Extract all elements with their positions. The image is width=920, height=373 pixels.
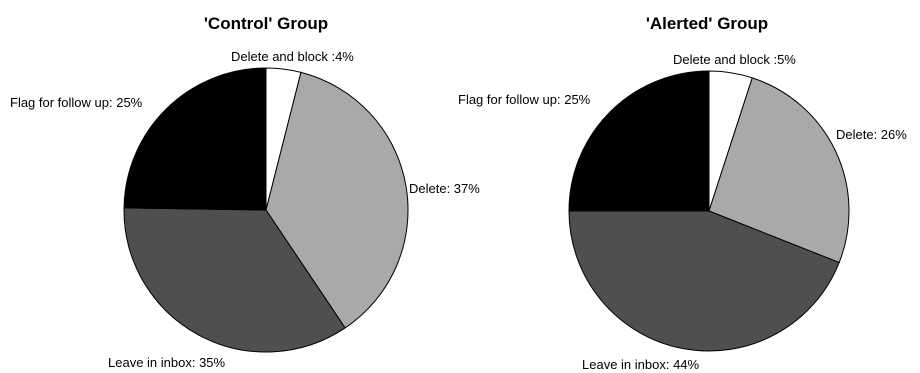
pie-slices [568, 70, 850, 352]
pie-slice-flag-for-follow-up [123, 67, 267, 211]
pie-slices [123, 67, 409, 353]
slice-label-delete: Delete: 37% [409, 181, 480, 196]
pie-slice-leave-in-inbox [568, 210, 840, 352]
slice-label-leave-in-inbox: Leave in inbox: 35% [108, 355, 226, 370]
pie-slice-delete [708, 77, 850, 264]
alerted-group-pie: 'Alerted' Group Delete and block :5% Del… [458, 14, 907, 372]
slice-label-flag-for-follow-up: Flag for follow up: 25% [10, 95, 143, 110]
slice-label-flag-for-follow-up: Flag for follow up: 25% [458, 92, 591, 107]
control-group-pie: 'Control' Group Delete and block :4% Del… [10, 14, 480, 370]
slice-label-leave-in-inbox: Leave in inbox: 44% [582, 357, 700, 372]
chart-title: 'Control' Group [204, 14, 328, 33]
pie-slice-delete [265, 71, 409, 329]
pie-slice-leave-in-inbox [123, 207, 346, 353]
slice-label-delete-and-block: Delete and block :4% [231, 49, 354, 64]
pie-slice-flag-for-follow-up [568, 70, 710, 212]
slice-label-delete: Delete: 26% [836, 127, 907, 142]
slice-label-delete-and-block: Delete and block :5% [673, 52, 796, 67]
chart-title: 'Alerted' Group [646, 14, 768, 33]
